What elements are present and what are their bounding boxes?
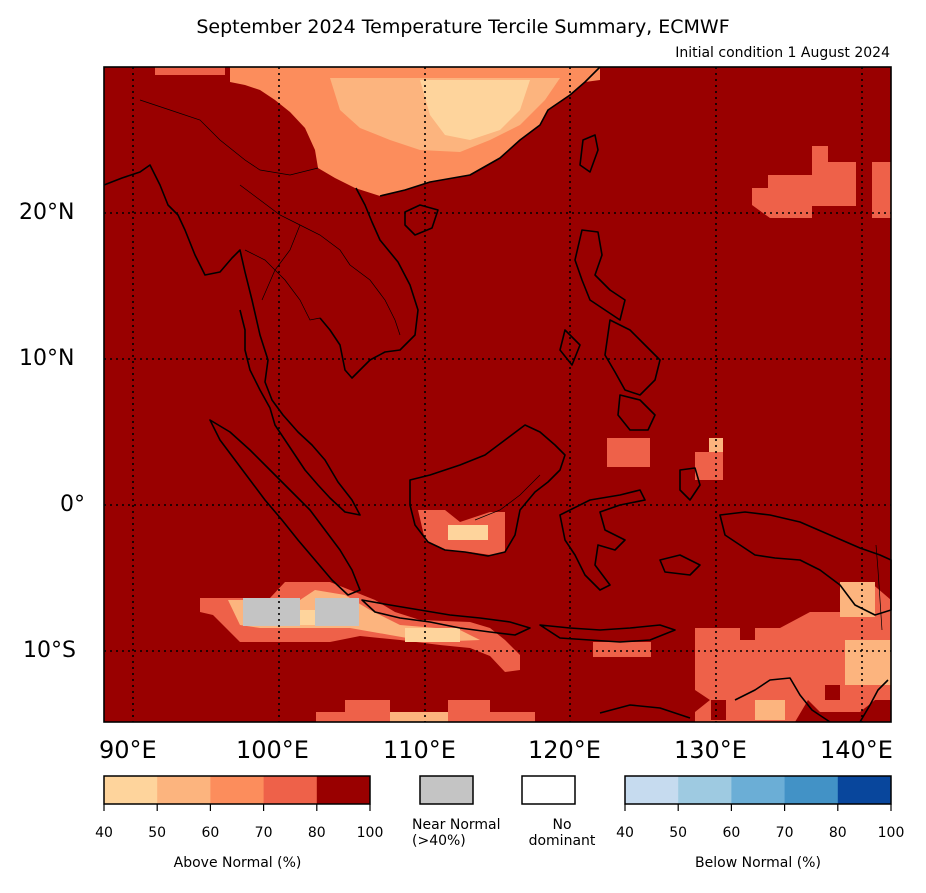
colorbar-below-tick-4: 80 — [828, 825, 847, 841]
colorbar-above-frame — [103, 775, 371, 805]
colorbar-above — [103, 775, 371, 811]
near-normal-2 — [315, 598, 359, 626]
northwest-patch — [155, 67, 225, 75]
bottom-light — [390, 712, 448, 722]
colorbar-near-name: Near Normal (>40%) — [412, 817, 501, 849]
arafura-dark-2 — [825, 685, 840, 700]
colorbar-below-tick-1: 50 — [669, 825, 688, 841]
south-china-above-40-50 — [420, 80, 530, 140]
lat-label-0: 0° — [60, 492, 85, 517]
colorbar-no-dominant — [521, 775, 576, 805]
lon-label-120E: 120°E — [528, 736, 601, 764]
colorbar-below-swatch-4 — [837, 776, 892, 804]
colorbar-above-tick-5: 100 — [356, 825, 384, 841]
colorbar-above-swatch-4 — [316, 776, 371, 804]
lon-label-100E: 100°E — [236, 736, 309, 764]
arafura-light-2 — [845, 640, 891, 685]
country-borders — [139, 99, 883, 631]
colorbar-above-swatch-0 — [104, 776, 158, 804]
lat-label-20N: 20°N — [19, 200, 75, 225]
colorbar-below-tick-5: 100 — [877, 825, 905, 841]
light-2 — [405, 628, 460, 642]
colorbar-below-name: Below Normal (%) — [695, 855, 821, 871]
bottom-west-patch — [316, 700, 535, 722]
lat-label-10N: 10°N — [19, 346, 75, 371]
chart-title: September 2024 Temperature Tercile Summa… — [196, 16, 730, 38]
tercile-patches — [155, 67, 891, 722]
lat-label-10S: 10°S — [23, 638, 76, 663]
wpac-above-70-80 — [752, 146, 856, 218]
colorbar-near-normal — [419, 775, 474, 805]
colorbar-above-tick-2: 60 — [201, 825, 220, 841]
map-frame — [103, 66, 892, 723]
colorbar-above-tick-1: 50 — [148, 825, 167, 841]
colorbar-above-swatch-3 — [263, 776, 318, 804]
halmahera-patch — [695, 452, 723, 480]
lon-label-140E: 140°E — [820, 736, 893, 764]
lon-label-90E: 90°E — [99, 736, 157, 764]
colorbar-below-swatch-3 — [784, 776, 839, 804]
wpac-edge — [872, 162, 891, 218]
lon-label-110E: 110°E — [383, 736, 456, 764]
near-normal-1 — [243, 598, 300, 626]
colorbar-above-swatch-2 — [210, 776, 265, 804]
borneo-light — [448, 525, 488, 540]
colorbar-above-tick-4: 80 — [307, 825, 326, 841]
small-patch-timor — [593, 642, 651, 657]
colorbar-below — [624, 775, 892, 811]
arafura-light-1 — [840, 582, 875, 617]
colorbar-below-swatch-0 — [625, 776, 679, 804]
colorbar-above-tick-3: 70 — [254, 825, 273, 841]
arafura-dark-1 — [740, 625, 755, 640]
colorbar-below-swatch-1 — [678, 776, 732, 804]
arafura-light-3 — [755, 700, 785, 720]
colorbar-above-name: Above Normal (%) — [173, 855, 302, 871]
colorbar-above-swatch-1 — [157, 776, 211, 804]
lon-label-130E: 130°E — [674, 736, 747, 764]
colorbar-below-swatch-2 — [731, 776, 786, 804]
colorbar-below-tick-0: 40 — [616, 825, 634, 841]
colorbar-below-tick-3: 70 — [775, 825, 794, 841]
celebes-patch — [607, 438, 650, 467]
colorbar-above-tick-0: 40 — [95, 825, 113, 841]
coastlines — [103, 66, 892, 723]
colorbar-below-frame — [624, 775, 892, 805]
arafura-dark-3 — [711, 700, 726, 720]
light-1 — [300, 610, 315, 625]
gridlines — [104, 67, 891, 722]
chart-subtitle: Initial condition 1 August 2024 — [675, 45, 890, 61]
colorbar-none-name: No dominant — [528, 817, 596, 849]
colorbar-below-tick-2: 60 — [722, 825, 741, 841]
